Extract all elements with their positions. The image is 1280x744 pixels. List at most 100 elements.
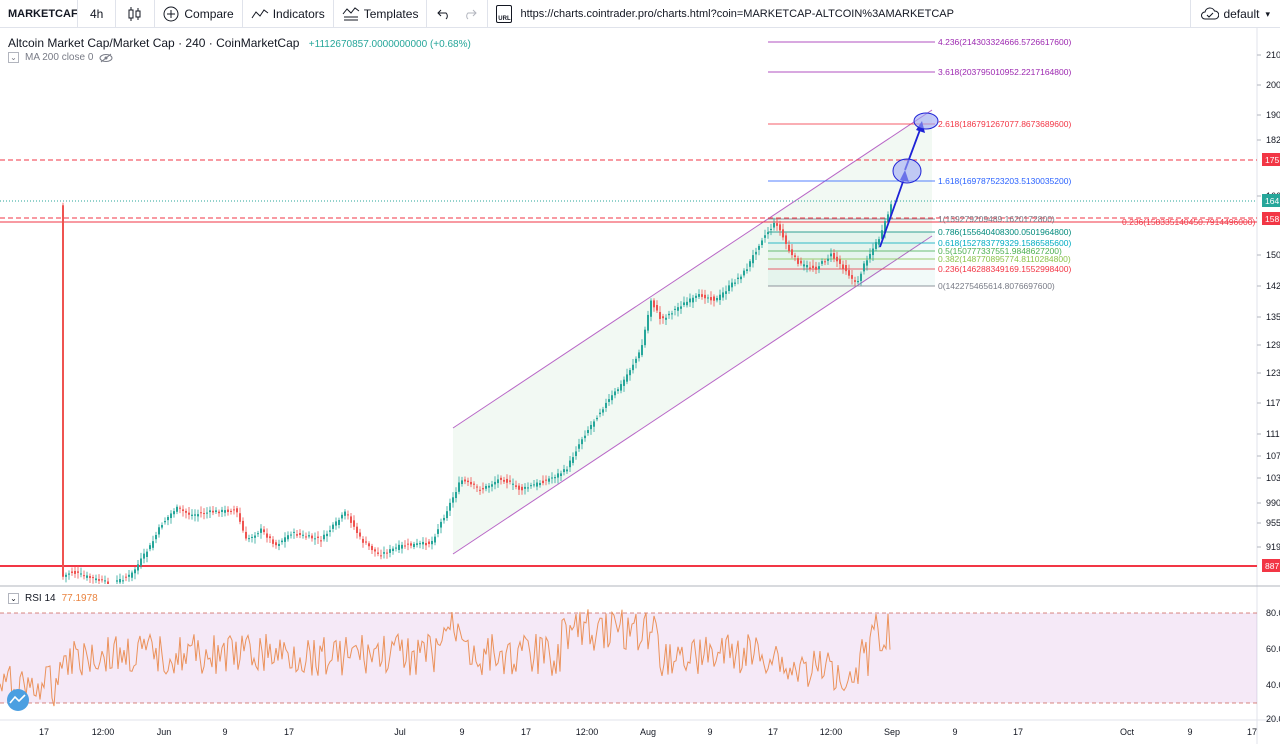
candle-body bbox=[833, 253, 835, 259]
interval-button[interactable]: 4h bbox=[78, 0, 117, 28]
redo-icon[interactable] bbox=[463, 8, 478, 20]
candle-body bbox=[701, 294, 703, 297]
candle-body bbox=[137, 564, 139, 571]
fib-label: 4.236(214303324666.5726617600) bbox=[938, 37, 1071, 47]
candle-body bbox=[521, 486, 523, 491]
compare-button[interactable]: Compare bbox=[155, 0, 243, 28]
candle-body bbox=[848, 270, 850, 276]
candle-body bbox=[587, 429, 589, 434]
candle-body bbox=[788, 244, 790, 251]
candle-body bbox=[482, 488, 484, 490]
candle-body bbox=[293, 531, 295, 533]
candle-body bbox=[320, 540, 322, 542]
candle-body bbox=[389, 549, 391, 553]
candle-body bbox=[569, 460, 571, 468]
candle-body bbox=[515, 485, 517, 487]
candle-body bbox=[152, 541, 154, 548]
candle-body bbox=[437, 529, 439, 534]
candle-body bbox=[398, 544, 400, 550]
candle-body bbox=[662, 316, 664, 319]
candle-body bbox=[305, 536, 307, 538]
chevron-down-icon: ▾ bbox=[1265, 8, 1270, 19]
candle-body bbox=[323, 534, 325, 540]
candle-body bbox=[233, 509, 235, 511]
candle-body bbox=[77, 571, 79, 573]
candle-body bbox=[656, 305, 658, 311]
price-chart[interactable]: 2102001901821661501421351291231171111071… bbox=[0, 28, 1280, 744]
candle-body bbox=[737, 277, 739, 280]
candle-body bbox=[845, 265, 847, 272]
candle-body bbox=[797, 258, 799, 264]
candle-body bbox=[467, 480, 469, 483]
candle-body bbox=[773, 222, 775, 228]
candle-body bbox=[704, 294, 706, 299]
candle-body bbox=[605, 402, 607, 408]
candle-body bbox=[149, 545, 151, 550]
cloud-check-icon bbox=[1201, 7, 1220, 20]
fib-label: 0.382(148770895774.8110284800) bbox=[938, 254, 1071, 264]
candle-body bbox=[302, 534, 304, 536]
price-badge bbox=[1262, 153, 1280, 166]
candle-body bbox=[863, 263, 865, 272]
indicators-button[interactable]: Indicators bbox=[243, 0, 334, 28]
chart-type-button[interactable] bbox=[116, 0, 156, 28]
candle-body bbox=[425, 543, 427, 546]
price-tick-label: 129 bbox=[1266, 340, 1280, 350]
candle-body bbox=[764, 235, 766, 238]
candle-body bbox=[578, 444, 580, 449]
candle-body bbox=[509, 480, 511, 482]
candle-body bbox=[530, 485, 532, 487]
candle-body bbox=[422, 541, 424, 545]
candle-body bbox=[527, 487, 529, 489]
candle-body bbox=[260, 528, 262, 533]
price-tick-label: 919 bbox=[1266, 542, 1280, 552]
collapse-icon[interactable]: ⌄ bbox=[8, 593, 19, 604]
price-tick-label: 210 bbox=[1266, 50, 1280, 60]
candle-body bbox=[650, 300, 652, 317]
candle-body bbox=[380, 555, 382, 557]
time-label: 9 bbox=[1187, 727, 1192, 737]
candle-body bbox=[419, 543, 421, 545]
candle-body bbox=[356, 526, 358, 533]
url-field[interactable]: URL https://charts.cointrader.pro/charts… bbox=[488, 0, 1280, 28]
candle-body bbox=[491, 484, 493, 487]
candle-body bbox=[92, 577, 94, 579]
candle-body bbox=[533, 484, 535, 486]
candle-body bbox=[413, 543, 415, 547]
candle-body bbox=[275, 542, 277, 546]
templates-button[interactable]: Templates bbox=[334, 0, 428, 28]
candle-body bbox=[401, 544, 403, 549]
rsi-tick-label: 60.0 bbox=[1266, 644, 1280, 654]
candle-body bbox=[590, 424, 592, 430]
candle-body bbox=[734, 282, 736, 284]
candle-body bbox=[65, 574, 67, 577]
time-label: 12:00 bbox=[820, 727, 843, 737]
time-label: 17 bbox=[39, 727, 49, 737]
candle-body bbox=[812, 265, 814, 268]
candle-body bbox=[560, 473, 562, 476]
theme-selector[interactable]: default ▾ bbox=[1190, 0, 1280, 28]
candle-body bbox=[827, 258, 829, 261]
candle-body bbox=[209, 510, 211, 513]
eye-hidden-icon[interactable] bbox=[99, 53, 113, 63]
collapse-icon[interactable]: ⌄ bbox=[8, 52, 19, 63]
candle-body bbox=[860, 273, 862, 281]
candle-body bbox=[494, 481, 496, 485]
symbol-field[interactable]: MARKETCAF bbox=[0, 0, 78, 28]
candle-body bbox=[614, 391, 616, 396]
candle-body bbox=[782, 229, 784, 238]
candle-body bbox=[803, 264, 805, 267]
fib-label: 0.5(150777337551.9848627200) bbox=[938, 246, 1062, 256]
candle-body bbox=[212, 510, 214, 513]
candle-body bbox=[626, 374, 628, 382]
candle-body bbox=[170, 513, 172, 519]
candle-body bbox=[461, 480, 463, 485]
candle-body bbox=[725, 291, 727, 294]
candle-body bbox=[806, 265, 808, 268]
candle-body bbox=[638, 352, 640, 359]
candle-body bbox=[200, 512, 202, 514]
candle-body bbox=[809, 267, 811, 269]
candle-body bbox=[635, 358, 637, 363]
candle-body bbox=[836, 256, 838, 262]
undo-icon[interactable] bbox=[437, 8, 451, 20]
